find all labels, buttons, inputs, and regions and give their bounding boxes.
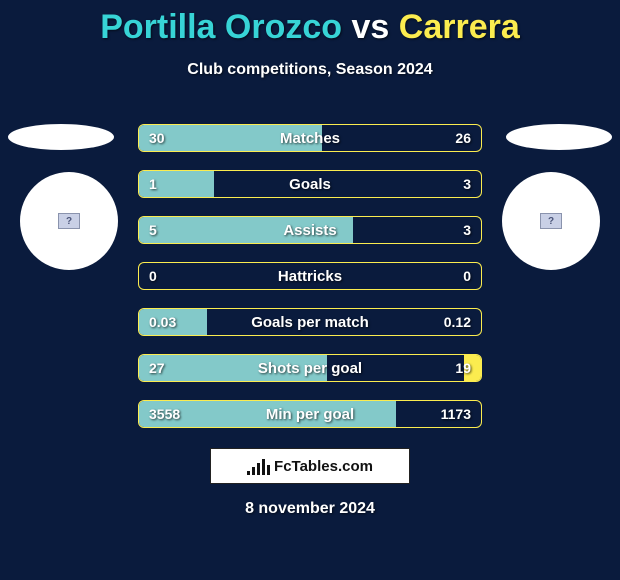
stat-row: 0.030.12Goals per match — [138, 308, 482, 336]
stat-fill-player1 — [139, 309, 207, 335]
stat-fill-player1 — [139, 401, 396, 427]
fctables-logo: FcTables.com — [210, 448, 410, 484]
player1-avatar-circle — [20, 172, 118, 270]
logo-text: FcTables.com — [274, 458, 373, 475]
stat-value-player2: 3 — [463, 217, 471, 243]
stat-row: 13Goals — [138, 170, 482, 198]
stat-bars-container: 3026Matches 13Goals 53Assists 0 0Hattricks 0.… — [138, 124, 482, 446]
player2-ellipse — [506, 124, 612, 150]
stat-fill-player1 — [139, 355, 327, 381]
stat-value-player2: 3 — [463, 171, 471, 197]
stat-row: 3026Matches — [138, 124, 482, 152]
player2-name: Carrera — [399, 8, 520, 46]
date-label: 8 november 2024 — [0, 500, 620, 518]
stat-row: 0 0Hattricks — [138, 262, 482, 290]
stat-label: Hattricks — [139, 263, 481, 289]
player2-flag-icon — [540, 213, 562, 229]
player1-flag-icon — [58, 213, 80, 229]
player1-name: Portilla Orozco — [100, 8, 342, 46]
stat-value-player2: 26 — [455, 125, 471, 151]
stat-fill-player1 — [139, 217, 353, 243]
stat-fill-player1 — [139, 125, 322, 151]
stat-value-player2: 1173 — [441, 401, 471, 427]
player2-avatar-circle — [502, 172, 600, 270]
stat-row: 35581173Min per goal — [138, 400, 482, 428]
logo-bars-icon — [247, 457, 270, 475]
player1-ellipse — [8, 124, 114, 150]
stat-row: 53Assists — [138, 216, 482, 244]
stat-fill-player1 — [139, 171, 214, 197]
comparison-title: Portilla Orozco vs Carrera — [0, 0, 620, 47]
subtitle: Club competitions, Season 2024 — [0, 61, 620, 79]
stat-value-player2: 0.12 — [444, 309, 471, 335]
stat-value-player1: 0 — [149, 263, 157, 289]
vs-text: vs — [352, 8, 390, 46]
stat-row: 2719Shots per goal — [138, 354, 482, 382]
stat-value-player2: 0 — [463, 263, 471, 289]
stat-fill-player2 — [464, 355, 481, 381]
